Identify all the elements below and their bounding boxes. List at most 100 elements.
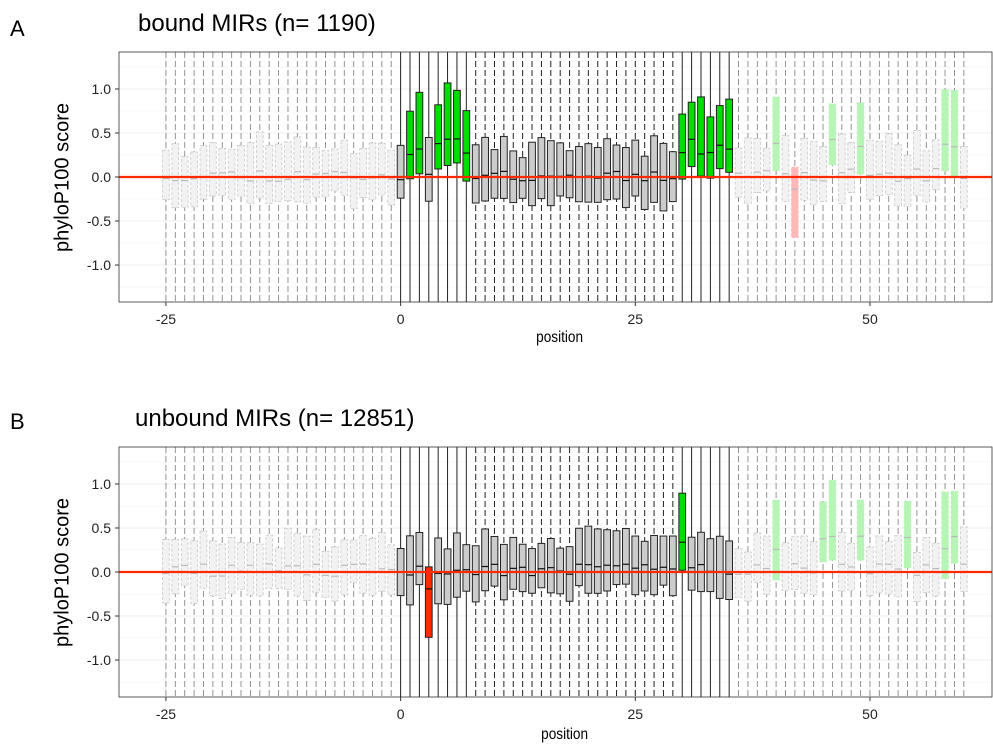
box [819,501,827,563]
panel-title: unbound MIRs (n= 12851) [135,405,415,432]
box [190,151,198,208]
box [209,142,217,197]
y-tick-label: 1.0 [92,81,112,97]
box [715,105,724,170]
box [866,139,874,200]
box [960,526,968,592]
box [791,536,799,590]
box [725,540,734,601]
box [537,542,546,589]
box [838,532,846,592]
box [518,543,527,593]
box [762,535,771,595]
y-tick-label: 0.0 [92,564,112,580]
y-tick-label: 0.5 [92,520,112,536]
x-tick-label: 0 [397,311,405,327]
box [744,137,752,205]
box [471,144,480,204]
box [537,137,546,200]
box [284,527,292,591]
box [424,566,433,638]
box [584,143,593,203]
box [312,147,320,198]
box [453,532,461,598]
box [462,544,471,592]
box [800,137,809,201]
box [828,103,837,166]
box [256,131,264,199]
box [894,535,902,598]
box [415,91,424,175]
box [950,90,959,178]
y-tick-label: 1.0 [92,476,112,492]
panel-a: A bound MIRs (n= 1190) phyloP100 score -… [0,0,993,372]
box [462,110,471,182]
box [453,89,461,164]
box [856,499,865,561]
box [378,142,386,196]
panel-title: bound MIRs (n= 1190) [138,10,376,37]
box [847,142,855,193]
y-tick-label: -1.0 [87,257,111,273]
box [546,140,555,207]
box [913,552,921,602]
box [884,541,893,595]
panel-b: B unbound MIRs (n= 12851) phyloP100 scor… [0,395,993,745]
box [209,540,217,597]
box [584,525,593,594]
box [246,542,255,596]
box [481,136,489,202]
box [762,147,771,192]
box [312,529,320,593]
y-ticks: -1.0 -0.5 0.0 0.5 1.0 [87,476,119,668]
y-tick-label: -0.5 [87,213,111,229]
x-ticks: -25 0 25 50 [156,697,878,722]
box [443,548,452,605]
box [237,542,245,591]
box [565,150,574,199]
box [828,479,837,561]
box [931,542,940,597]
box [162,149,170,201]
box [697,96,705,177]
box [903,500,912,569]
box [199,145,208,200]
box [293,532,302,597]
x-tick-label: 50 [862,311,878,327]
box [528,141,536,207]
box [499,135,508,199]
box [931,139,940,190]
box [575,527,583,587]
box [809,541,818,596]
box [471,545,480,603]
box [725,98,734,173]
box [218,148,227,197]
box [697,531,705,593]
box [199,530,208,589]
box [650,534,658,596]
panel-letter: B [10,409,25,434]
box [706,538,715,593]
box [941,491,949,580]
y-tick-label: -1.0 [87,652,111,668]
box [612,530,621,586]
box [941,89,949,172]
y-tick-label: -0.5 [87,608,111,624]
box [772,499,780,581]
box [368,142,377,201]
box [903,154,912,208]
box [443,82,452,167]
box [706,116,715,179]
box [359,147,367,198]
box [791,166,799,239]
box [781,135,790,202]
box [631,139,640,197]
box [800,535,809,594]
box [528,548,536,594]
box [715,535,724,599]
box [302,146,311,204]
box [884,133,893,195]
x-ticks: -25 0 25 50 [156,302,878,327]
box [415,532,424,586]
box [622,528,630,585]
